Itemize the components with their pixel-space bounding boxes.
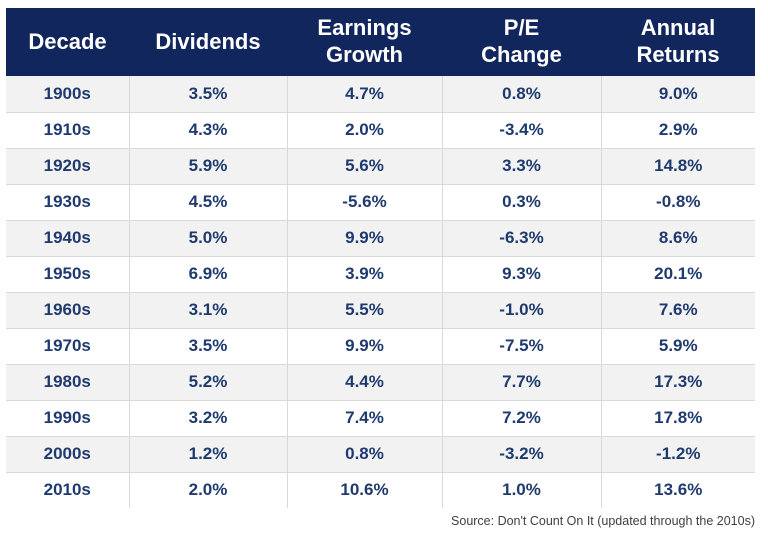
cell-annual-returns: 9.0%	[600, 76, 755, 112]
cell-dividends: 3.5%	[128, 327, 287, 364]
cell-pe-change: 1.0%	[441, 471, 601, 508]
cell-pe-change: 0.8%	[441, 76, 601, 112]
cell-annual-returns: 13.6%	[600, 471, 755, 508]
cell-earnings-growth: 3.9%	[286, 255, 442, 292]
source-note: Source: Don't Count On It (updated throu…	[451, 514, 755, 528]
cell-earnings-growth: 5.5%	[286, 291, 442, 328]
cell-dividends: 3.1%	[128, 291, 287, 328]
cell-pe-change: -6.3%	[441, 219, 601, 256]
cell-dividends: 1.2%	[128, 435, 287, 472]
cell-pe-change: -3.2%	[441, 435, 601, 472]
table-row: 1920s 5.9% 5.6% 3.3% 14.8%	[6, 147, 755, 184]
cell-annual-returns: 14.8%	[600, 147, 755, 184]
cell-dividends: 4.3%	[128, 111, 287, 148]
cell-annual-returns: 20.1%	[600, 255, 755, 292]
cell-decade: 1990s	[6, 399, 129, 436]
cell-earnings-growth: 10.6%	[286, 471, 442, 508]
cell-earnings-growth: 0.8%	[286, 435, 442, 472]
cell-earnings-growth: 4.4%	[286, 363, 442, 400]
col-header-dividends: Dividends	[129, 8, 287, 76]
cell-decade: 2010s	[6, 471, 129, 508]
col-header-pe-change: P/E Change	[442, 8, 601, 76]
cell-earnings-growth: 4.7%	[286, 76, 442, 112]
cell-earnings-growth: 9.9%	[286, 327, 442, 364]
cell-decade: 2000s	[6, 435, 129, 472]
table-row: 1900s 3.5% 4.7% 0.8% 9.0%	[6, 76, 755, 112]
cell-pe-change: 7.7%	[441, 363, 601, 400]
table-row: 1940s 5.0% 9.9% -6.3% 8.6%	[6, 219, 755, 256]
decade-returns-table: Decade Dividends Earnings Growth P/E Cha…	[6, 8, 755, 508]
cell-decade: 1940s	[6, 219, 129, 256]
cell-dividends: 6.9%	[128, 255, 287, 292]
cell-decade: 1920s	[6, 147, 129, 184]
table-row: 1960s 3.1% 5.5% -1.0% 7.6%	[6, 291, 755, 328]
cell-dividends: 3.2%	[128, 399, 287, 436]
cell-decade: 1980s	[6, 363, 129, 400]
cell-pe-change: -3.4%	[441, 111, 601, 148]
table-row: 1950s 6.9% 3.9% 9.3% 20.1%	[6, 255, 755, 292]
cell-pe-change: 0.3%	[441, 183, 601, 220]
table-row: 2000s 1.2% 0.8% -3.2% -1.2%	[6, 435, 755, 472]
cell-earnings-growth: 7.4%	[286, 399, 442, 436]
cell-annual-returns: 17.8%	[600, 399, 755, 436]
cell-decade: 1960s	[6, 291, 129, 328]
cell-dividends: 3.5%	[128, 76, 287, 112]
cell-annual-returns: -0.8%	[600, 183, 755, 220]
cell-annual-returns: 7.6%	[600, 291, 755, 328]
cell-decade: 1950s	[6, 255, 129, 292]
cell-pe-change: -1.0%	[441, 291, 601, 328]
cell-earnings-growth: 9.9%	[286, 219, 442, 256]
table-row: 1910s 4.3% 2.0% -3.4% 2.9%	[6, 111, 755, 148]
table-row: 2010s 2.0% 10.6% 1.0% 13.6%	[6, 471, 755, 508]
cell-annual-returns: -1.2%	[600, 435, 755, 472]
table-row: 1990s 3.2% 7.4% 7.2% 17.8%	[6, 399, 755, 436]
cell-dividends: 4.5%	[128, 183, 287, 220]
cell-pe-change: -7.5%	[441, 327, 601, 364]
cell-decade: 1900s	[43, 83, 91, 103]
col-header-earnings-growth: Earnings Growth	[287, 8, 442, 76]
cell-decade: 1970s	[6, 327, 129, 364]
table-row: 1970s 3.5% 9.9% -7.5% 5.9%	[6, 327, 755, 364]
cell-dividends: 2.0%	[128, 471, 287, 508]
col-header-annual-returns: Annual Returns	[601, 8, 755, 76]
cell-annual-returns: 17.3%	[600, 363, 755, 400]
table-row: 1980s 5.2% 4.4% 7.7% 17.3%	[6, 363, 755, 400]
cell-annual-returns: 5.9%	[600, 327, 755, 364]
cell-decade: 1910s	[6, 111, 129, 148]
cell-earnings-growth: -5.6%	[286, 183, 442, 220]
cell-annual-returns: 8.6%	[600, 219, 755, 256]
cell-earnings-growth: 2.0%	[286, 111, 442, 148]
cell-pe-change: 9.3%	[441, 255, 601, 292]
cell-earnings-growth: 5.6%	[286, 147, 442, 184]
table-row: 1930s 4.5% -5.6% 0.3% -0.8%	[6, 183, 755, 220]
cell-annual-returns: 2.9%	[600, 111, 755, 148]
cell-dividends: 5.2%	[128, 363, 287, 400]
col-header-decade: Decade	[6, 8, 129, 76]
cell-decade: 1930s	[6, 183, 129, 220]
cell-dividends: 5.9%	[128, 147, 287, 184]
cell-dividends: 5.0%	[128, 219, 287, 256]
cell-pe-change: 3.3%	[441, 147, 601, 184]
header-row: Decade Dividends Earnings Growth P/E Cha…	[6, 8, 755, 76]
cell-pe-change: 7.2%	[441, 399, 601, 436]
